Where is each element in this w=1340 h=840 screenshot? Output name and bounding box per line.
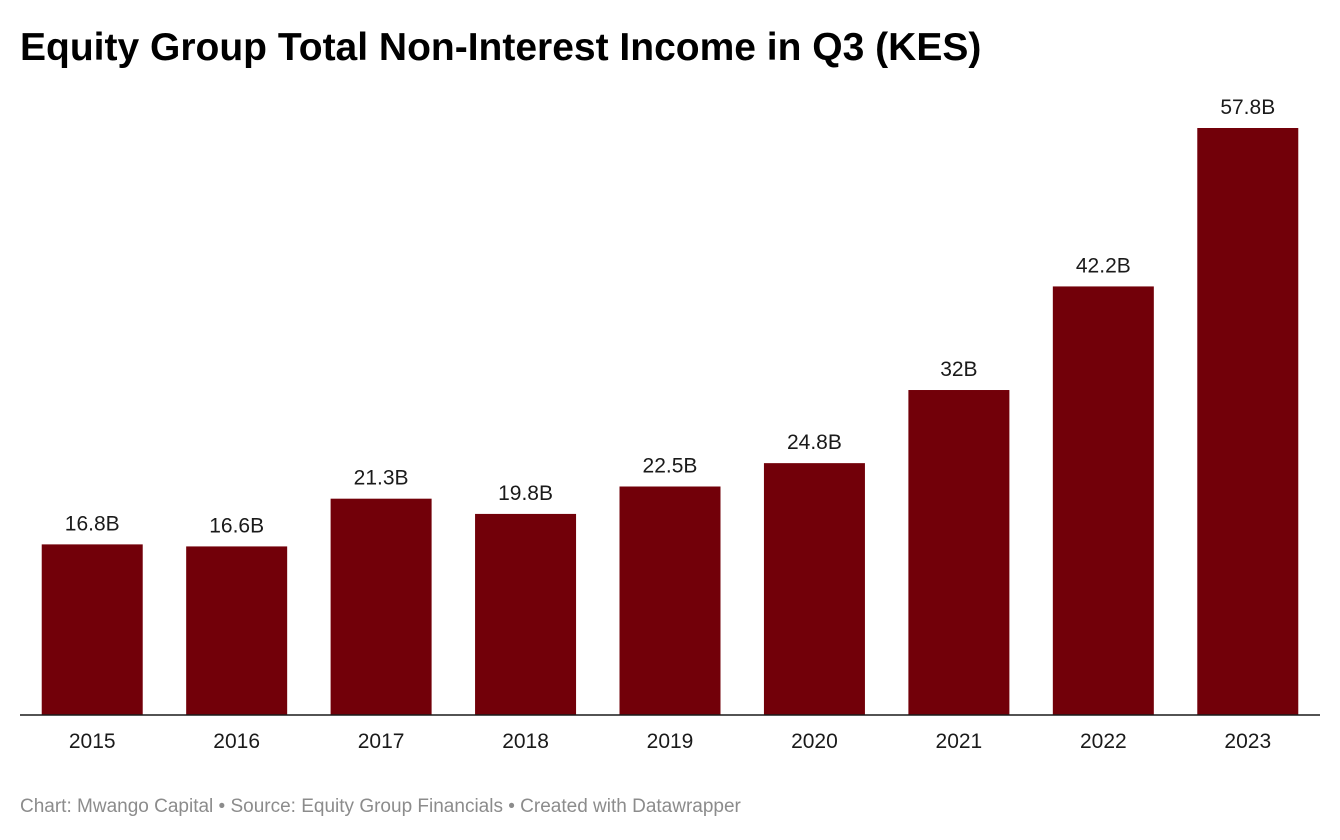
- x-tick-label: 2022: [1080, 730, 1127, 753]
- bars-group: [41, 128, 1299, 715]
- value-labels-group: 16.8B 16.6B 21.3B 19.8B 22.5B 24.8B 32B 42.2B 57…: [65, 96, 1275, 537]
- bar-2023: [1197, 128, 1299, 715]
- bar-value-label: 24.8B: [787, 431, 842, 454]
- x-tick-label: 2021: [936, 730, 983, 753]
- bar-value-label: 22.5B: [643, 455, 698, 478]
- x-tick-label: 2019: [647, 730, 694, 753]
- bar-value-label: 16.8B: [65, 512, 120, 535]
- x-axis-ticks-group: 2015 2016 2017 2018 2019 2020 2021 2022 2023: [69, 730, 1271, 753]
- bar-2020: [763, 463, 865, 715]
- footer-credit: Chart: Mwango Capital: [20, 796, 214, 817]
- bar-2017: [330, 498, 432, 715]
- bar-value-label: 19.8B: [498, 482, 553, 505]
- bar-2019: [619, 486, 721, 715]
- x-tick-label: 2023: [1224, 730, 1271, 753]
- x-tick-label: 2020: [791, 730, 838, 753]
- bar-value-label: 32B: [940, 358, 977, 381]
- bar-2015: [41, 544, 143, 715]
- footer-separator: •: [218, 796, 226, 817]
- chart-title: Equity Group Total Non-Interest Income i…: [20, 26, 982, 69]
- x-tick-label: 2017: [358, 730, 405, 753]
- x-tick-label: 2016: [213, 730, 260, 753]
- x-tick-label: 2018: [502, 730, 549, 753]
- footer-created-with: Created with Datawrapper: [520, 796, 741, 817]
- bar-2016: [186, 546, 288, 715]
- x-tick-label: 2015: [69, 730, 116, 753]
- bar-value-label: 16.6B: [209, 514, 264, 537]
- footer-source: Source: Equity Group Financials: [230, 796, 503, 817]
- bar-2018: [475, 513, 577, 715]
- bar-value-label: 21.3B: [354, 467, 409, 490]
- footer-separator: •: [508, 796, 515, 817]
- bar-value-label: 57.8B: [1220, 96, 1275, 119]
- bar-2022: [1052, 286, 1154, 715]
- chart-footer: Chart: Mwango Capital • Source: Equity G…: [20, 793, 741, 821]
- bar-2021: [908, 390, 1010, 715]
- bar-value-label: 42.2B: [1076, 254, 1131, 277]
